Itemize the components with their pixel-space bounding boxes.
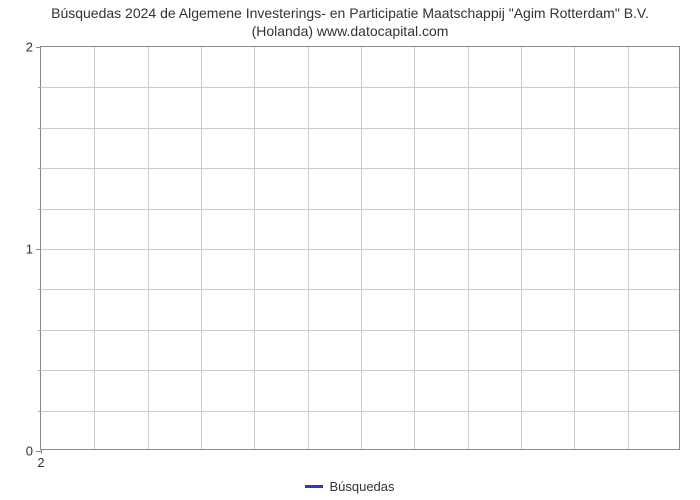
- y-minor-tick: [38, 209, 41, 210]
- gridline-horizontal: [41, 168, 679, 169]
- gridline-horizontal: [41, 87, 679, 88]
- x-tick-label: 2: [37, 449, 44, 470]
- gridline-horizontal: [41, 209, 679, 210]
- title-line-2: (Holanda) www.datocapital.com: [252, 23, 449, 39]
- gridline-vertical: [148, 47, 149, 449]
- y-minor-tick: [38, 411, 41, 412]
- gridline-horizontal: [41, 128, 679, 129]
- gridline-horizontal: [41, 370, 679, 371]
- y-minor-tick: [38, 128, 41, 129]
- chart-title: Búsquedas 2024 de Algemene Investerings-…: [0, 4, 700, 40]
- y-minor-tick: [38, 168, 41, 169]
- gridline-vertical: [628, 47, 629, 449]
- plot-area: 0122: [40, 46, 680, 450]
- gridline-horizontal: [41, 330, 679, 331]
- gridline-vertical: [201, 47, 202, 449]
- y-tick-label: 1: [26, 242, 41, 257]
- gridline-vertical: [254, 47, 255, 449]
- title-line-1: Búsquedas 2024 de Algemene Investerings-…: [51, 5, 649, 21]
- y-minor-tick: [38, 370, 41, 371]
- gridline-vertical: [574, 47, 575, 449]
- gridline-vertical: [361, 47, 362, 449]
- gridline-horizontal: [41, 249, 679, 250]
- gridline-vertical: [94, 47, 95, 449]
- gridline-vertical: [521, 47, 522, 449]
- y-tick-label: 2: [26, 40, 41, 55]
- gridline-vertical: [468, 47, 469, 449]
- gridline-horizontal: [41, 289, 679, 290]
- legend-label: Búsquedas: [329, 479, 394, 494]
- gridline-horizontal: [41, 411, 679, 412]
- gridline-vertical: [414, 47, 415, 449]
- y-minor-tick: [38, 289, 41, 290]
- chart-container: Búsquedas 2024 de Algemene Investerings-…: [0, 0, 700, 500]
- gridline-vertical: [308, 47, 309, 449]
- legend-swatch: [305, 485, 323, 488]
- y-minor-tick: [38, 87, 41, 88]
- legend: Búsquedas: [0, 478, 700, 494]
- y-minor-tick: [38, 330, 41, 331]
